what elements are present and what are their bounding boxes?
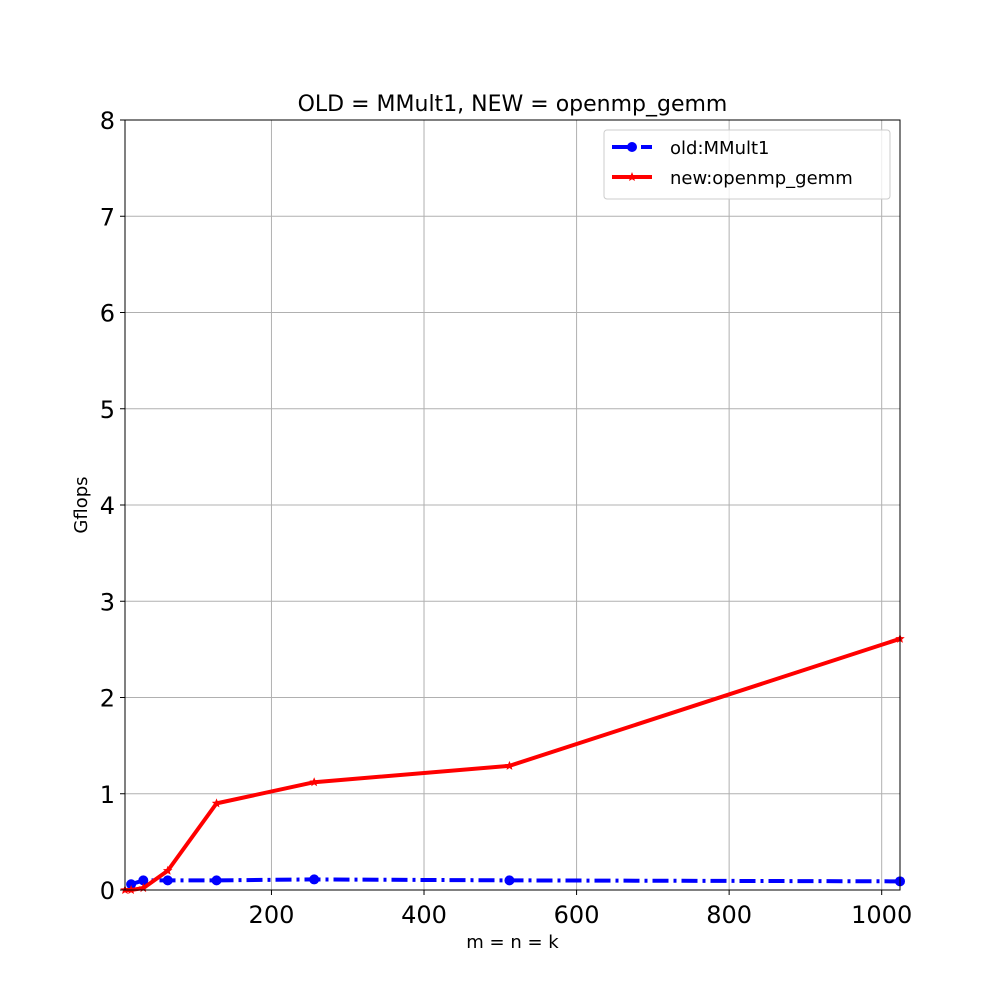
data-point-new-openmp-gemm xyxy=(211,798,222,808)
y-tick-label: 4 xyxy=(100,492,115,520)
y-tick-label: 0 xyxy=(100,877,115,905)
chart-title: OLD = MMult1, NEW = openmp_gemm xyxy=(298,92,728,117)
y-tick-label: 3 xyxy=(100,588,115,616)
legend-label-new-openmp-gemm: new:openmp_gemm xyxy=(670,168,853,189)
y-tick-label: 2 xyxy=(100,685,115,713)
data-point-old-mmult1 xyxy=(138,875,149,886)
data-point-new-openmp-gemm xyxy=(309,777,319,787)
y-tick-label: 8 xyxy=(100,107,115,135)
y-tick-label: 5 xyxy=(100,396,115,424)
legend-box xyxy=(603,129,891,200)
x-tick-label: 200 xyxy=(249,901,295,929)
data-point-old-mmult1 xyxy=(162,875,173,886)
x-axis-label: m = n = k xyxy=(466,932,559,953)
y-tick-label: 1 xyxy=(100,781,115,809)
y-tick-label: 7 xyxy=(100,203,115,231)
data-point-old-mmult1 xyxy=(309,874,320,885)
data-point-new-openmp-gemm xyxy=(138,883,149,893)
legend-marker-old-mmult1 xyxy=(627,142,637,152)
y-axis: 0 1 2 3 4 5 6 7 8 xyxy=(100,107,125,905)
x-tick-label: 800 xyxy=(706,901,752,929)
data-point-new-openmp-gemm xyxy=(162,865,173,875)
data-point-old-mmult1 xyxy=(504,875,515,886)
data-point-new-openmp-gemm xyxy=(504,760,515,770)
x-tick-label: 1000 xyxy=(851,901,912,929)
y-axis-label: Gflops xyxy=(71,476,92,533)
series-old-mmult1 xyxy=(126,874,905,890)
y-tick-label: 6 xyxy=(100,300,115,328)
data-point-old-mmult1 xyxy=(126,879,137,890)
x-tick-label: 600 xyxy=(554,901,600,929)
x-tick-label: 400 xyxy=(401,901,447,929)
legend-label-old-mmult1: old:MMult1 xyxy=(670,138,769,159)
legend: old:MMult1 new:openmp_gemm xyxy=(603,129,891,200)
x-axis: 200 400 600 800 1000 xyxy=(249,890,912,929)
data-point-old-mmult1 xyxy=(211,875,222,886)
legend-marker-new-openmp-gemm xyxy=(627,172,637,182)
